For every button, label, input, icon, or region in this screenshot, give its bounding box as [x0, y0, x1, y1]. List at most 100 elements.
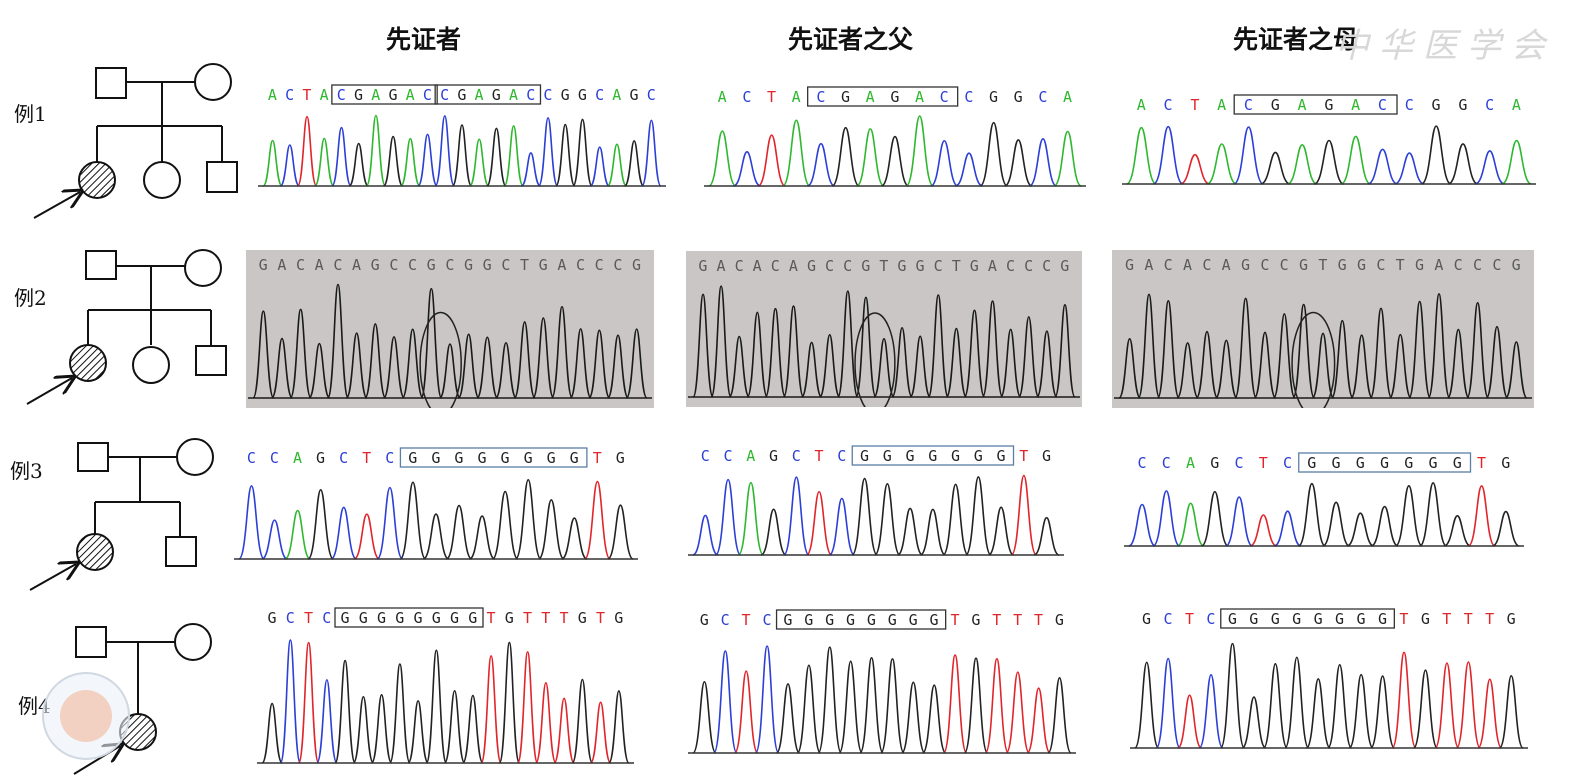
trace-peak: [828, 497, 856, 556]
trace-peak: [353, 513, 381, 560]
trace-peak: [942, 654, 968, 754]
mutation-box: [775, 609, 947, 630]
trace-peak: [331, 126, 352, 187]
trace-peak: [1477, 678, 1503, 749]
base-call: C: [408, 256, 417, 274]
trace-peak: [1176, 342, 1200, 399]
trace-peak: [262, 139, 283, 187]
trace-peak: [641, 119, 662, 187]
column-header-father: 先证者之父: [788, 25, 914, 54]
base-call: C: [1405, 96, 1414, 114]
base-call: G: [1415, 256, 1424, 274]
trace-peak: [1504, 341, 1528, 399]
base-call: G: [846, 611, 855, 629]
case-label-3: 例3: [10, 459, 43, 483]
base-call: G: [477, 449, 486, 467]
base-call: G: [1055, 611, 1064, 629]
base-call: G: [354, 86, 363, 104]
trace-peak: [308, 342, 331, 399]
trace-peak: [1118, 338, 1142, 399]
base-call: G: [616, 449, 625, 467]
base-call: C: [1280, 256, 1289, 274]
trace-peak: [307, 489, 335, 560]
trace-peak: [553, 697, 575, 764]
base-call: A: [612, 86, 621, 104]
trace-peak: [486, 127, 507, 187]
base-call: C: [1024, 257, 1033, 275]
trace-peak: [800, 341, 823, 398]
base-call: A: [1186, 454, 1195, 472]
base-call: G: [1241, 256, 1250, 274]
trace-peak: [1419, 482, 1448, 547]
mutation-box: [334, 607, 484, 628]
base-call: C: [1244, 96, 1253, 114]
trace-peak: [1292, 303, 1316, 399]
base-call: G: [501, 449, 510, 467]
trace-peak: [909, 335, 931, 398]
base-call: T: [362, 449, 371, 467]
base-call: C: [742, 88, 751, 106]
base-call: G: [1428, 454, 1437, 472]
trace-peak: [1018, 316, 1040, 398]
trace-peak: [874, 482, 901, 556]
variant-highlight-ellipse: [1291, 311, 1336, 408]
trace-peak: [1126, 126, 1157, 185]
trace-peak: [451, 124, 473, 187]
base-call: A: [315, 256, 324, 274]
trace-peak: [880, 135, 910, 187]
base-call: C: [543, 86, 552, 104]
base-call: G: [454, 449, 463, 467]
trace-peak: [284, 509, 312, 560]
base-call: G: [1338, 256, 1347, 274]
trace-peak: [1156, 299, 1180, 399]
trace-peak: [407, 700, 429, 764]
base-call: G: [930, 611, 939, 629]
mutation-box: [1298, 452, 1472, 473]
base-call: C: [1163, 610, 1172, 628]
trace-peak: [1447, 143, 1479, 185]
trace-peak: [270, 337, 294, 399]
trace-peak: [1219, 642, 1246, 749]
trace-peak: [422, 513, 450, 560]
base-call: G: [578, 86, 587, 104]
base-call: T: [1259, 454, 1268, 472]
base-call: T: [814, 447, 823, 465]
variant-highlight-ellipse: [854, 312, 896, 407]
trace-peak: [1010, 474, 1038, 556]
base-call: G: [468, 609, 477, 627]
base-call: C: [1164, 256, 1173, 274]
base-call: C: [337, 86, 346, 104]
base-call: T: [742, 611, 751, 629]
trace-peak: [555, 123, 576, 187]
trace-peak: [714, 478, 742, 556]
trace-peak: [1234, 297, 1258, 399]
trace-peak: [514, 478, 542, 560]
base-call: C: [1234, 454, 1243, 472]
base-call: G: [1014, 88, 1023, 106]
trace-peak: [606, 334, 630, 399]
trace-peak: [417, 133, 438, 187]
trace-peak: [261, 702, 283, 764]
base-call: G: [1356, 454, 1365, 472]
trace-peak: [345, 332, 368, 399]
trace-peak: [1427, 293, 1451, 399]
base-call: C: [843, 257, 852, 275]
trace-peak: [606, 143, 628, 187]
base-call: C: [771, 257, 780, 275]
base-call: A: [406, 86, 415, 104]
mutation-box: [1233, 94, 1398, 115]
base-call: A: [1512, 96, 1521, 114]
pedigree-layer: [26, 63, 238, 775]
base-call: G: [267, 609, 276, 627]
trace-peak: [1370, 505, 1399, 547]
trace-peak: [445, 504, 473, 560]
trace-peak: [1128, 503, 1156, 547]
trace-peak: [775, 683, 801, 754]
trace-peak: [572, 118, 593, 187]
trace-peak: [1200, 490, 1229, 547]
mother-circle: [184, 249, 222, 287]
